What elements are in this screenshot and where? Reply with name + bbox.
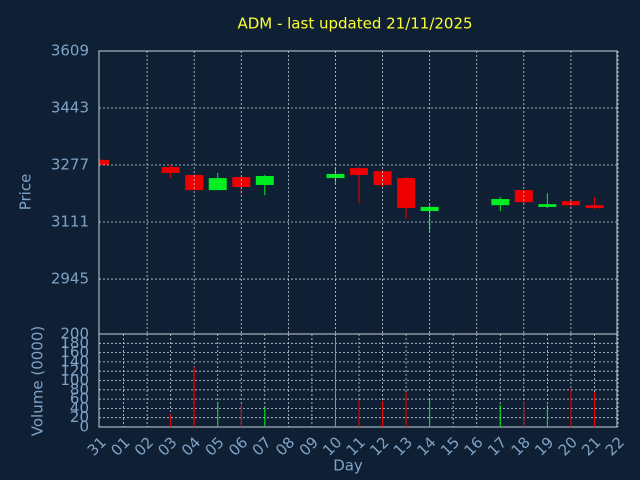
x-tick-label: 18 <box>508 433 534 459</box>
x-tick-label: 22 <box>602 433 628 459</box>
x-tick-label: 20 <box>555 433 581 459</box>
price-frame <box>98 50 618 335</box>
chart-title: ADM - last updated 21/11/2025 <box>237 15 472 33</box>
y-tick-label: 3609 <box>51 42 89 60</box>
volume-axis-label: Volume (0000) <box>29 326 47 436</box>
candle-body <box>538 204 557 207</box>
volume-tick-label: 120 <box>60 362 89 380</box>
candle-body <box>185 174 204 191</box>
x-tick-label: 12 <box>366 433 392 459</box>
candle-body <box>255 176 274 185</box>
x-tick-label: 15 <box>437 433 463 459</box>
y-tick-label: 3443 <box>51 99 89 117</box>
volume-tick-label: 140 <box>60 352 89 370</box>
candle-body <box>373 171 392 185</box>
x-tick-label: 19 <box>531 433 557 459</box>
volume-tick-label: 40 <box>70 399 89 417</box>
x-tick-label: 21 <box>578 433 604 459</box>
candle-body <box>397 178 416 208</box>
candle-body <box>350 168 368 175</box>
volume-tick-label: 20 <box>70 408 89 426</box>
x-tick-label: 13 <box>390 433 416 459</box>
x-tick-label: 09 <box>296 433 322 459</box>
x-tick-label: 01 <box>107 433 133 459</box>
x-tick-label: 16 <box>461 433 487 459</box>
y-tick-label: 3277 <box>51 156 89 174</box>
volume-tick-label: 0 <box>79 418 89 436</box>
x-tick-label: 06 <box>225 433 251 459</box>
volume-tick-label: 200 <box>60 325 89 343</box>
x-tick-label: 07 <box>249 433 275 459</box>
candle-body <box>232 177 251 188</box>
candle-body <box>99 159 109 166</box>
x-tick-label: 14 <box>413 433 439 459</box>
volume-tick-label: 180 <box>60 334 89 352</box>
volume-tick-label: 160 <box>60 343 89 361</box>
x-tick-label: 17 <box>484 433 510 459</box>
volume-tick-label: 100 <box>60 371 89 389</box>
volume-tick-label: 60 <box>70 390 89 408</box>
candle-body <box>161 167 180 173</box>
x-tick-label: 03 <box>154 433 180 459</box>
x-tick-label: 31 <box>84 433 110 459</box>
x-tick-label: 02 <box>131 433 157 459</box>
volume-tick-label: 80 <box>70 380 89 398</box>
candle-body <box>208 178 227 191</box>
candle-body <box>585 205 604 208</box>
x-tick-label: 04 <box>178 433 204 459</box>
x-axis-label: Day <box>333 457 363 475</box>
y-tick-label: 3111 <box>51 213 89 231</box>
x-tick-label: 05 <box>202 433 228 459</box>
candle-body <box>491 199 510 206</box>
x-tick-label: 08 <box>272 433 298 459</box>
y-axis-label: Price <box>17 174 35 211</box>
y-tick-label: 2945 <box>51 270 89 288</box>
